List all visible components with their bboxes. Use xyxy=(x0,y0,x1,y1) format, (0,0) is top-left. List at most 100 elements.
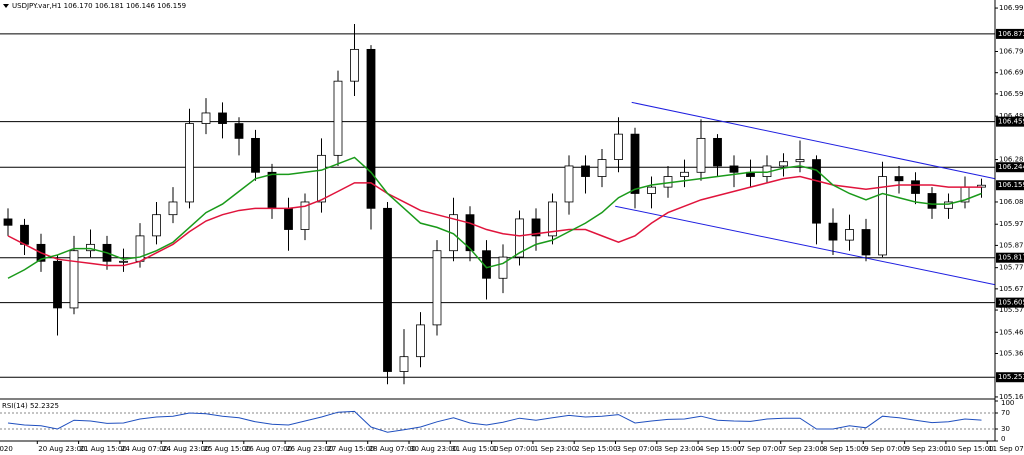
candle-body xyxy=(498,256,508,279)
y-tick-label: 105.570 xyxy=(999,306,1024,314)
x-tick-label: 8 Sep 15:00 xyxy=(823,445,865,453)
rsi-tick-label: 30 xyxy=(1001,425,1010,433)
level-label: 105.605 xyxy=(998,299,1024,307)
candle-body xyxy=(152,214,161,237)
candle-body xyxy=(812,159,821,224)
candle-body xyxy=(465,214,475,252)
level-label-box xyxy=(996,297,1024,308)
x-tick-label: 26 Aug 23:00 xyxy=(286,445,333,453)
candle-body xyxy=(350,48,359,82)
x-tick-label: 11 Sep 07:00 xyxy=(988,445,1024,453)
x-tick-label: 2 Sep 15:00 xyxy=(575,445,617,453)
x-tick-label: 9 Sep 07:00 xyxy=(864,445,906,453)
candle-body xyxy=(795,159,805,163)
y-tick-label: 106.280 xyxy=(999,156,1024,164)
candle-body xyxy=(251,137,260,173)
candle-body xyxy=(696,137,706,173)
y-tick-label: 106.485 xyxy=(999,112,1024,120)
x-tick-label: 24 Aug 07:00 xyxy=(121,445,168,453)
channel-line xyxy=(631,101,995,180)
candle-body xyxy=(284,207,293,230)
candle-body xyxy=(828,222,838,241)
candle-body xyxy=(581,165,590,177)
moving-average xyxy=(7,156,982,279)
x-tick-label: 3 Sep 07:00 xyxy=(617,445,659,453)
y-tick-label: 105.465 xyxy=(999,328,1024,336)
level-label: 105.253 xyxy=(998,373,1024,381)
x-tick-label: 1 Sep 07:00 xyxy=(493,445,535,453)
x-tick-label: 30 Aug 23:00 xyxy=(410,445,457,453)
level-label-box xyxy=(996,252,1024,263)
candle-body xyxy=(234,123,244,139)
candle-body xyxy=(614,133,623,160)
candle-body xyxy=(69,250,79,309)
candle-body xyxy=(20,224,29,245)
candle-body xyxy=(300,201,310,230)
y-tick-label: 106.690 xyxy=(999,69,1024,77)
level-label: 106.244 xyxy=(998,163,1024,171)
level-label: 105.817 xyxy=(998,254,1024,262)
candle-body xyxy=(729,165,739,173)
candle-body xyxy=(878,176,887,256)
candle-body xyxy=(713,137,722,167)
candle-body xyxy=(333,80,343,156)
candle-body xyxy=(680,171,689,177)
channel-line xyxy=(615,205,995,286)
candle-body xyxy=(894,176,904,182)
candle-body xyxy=(168,201,178,216)
candle-body xyxy=(944,201,953,209)
x-tick-label: 10 Sep 15:00 xyxy=(947,445,994,453)
x-tick-label: 4 Sep 15:00 xyxy=(699,445,741,453)
level-label-box xyxy=(996,28,1024,39)
x-tick-label: 20 Aug 23:00 xyxy=(38,445,85,453)
x-tick-label: 27 Aug 15:00 xyxy=(327,445,374,453)
candle-body xyxy=(531,218,541,237)
candle-body xyxy=(927,193,937,209)
candle-body xyxy=(201,112,211,124)
candle-body xyxy=(218,112,227,124)
chart-title: USDJPY.var,H1 106.170 106.181 106.146 10… xyxy=(12,2,186,10)
candle-body xyxy=(482,250,491,279)
candle-body xyxy=(383,207,392,372)
x-tick-label: 31 Aug 15:00 xyxy=(451,445,498,453)
x-tick-label: 9 Sep 23:00 xyxy=(906,445,948,453)
y-tick-label: 105.875 xyxy=(999,241,1024,249)
candle-body xyxy=(630,133,640,194)
candle-body xyxy=(317,154,326,203)
x-tick-label: 21 Aug 15:00 xyxy=(80,445,127,453)
candle-body xyxy=(597,159,607,177)
candle-body xyxy=(548,201,557,237)
candle-body xyxy=(515,218,524,258)
x-tick-label: 3 Sep 23:00 xyxy=(658,445,700,453)
candle-body xyxy=(86,243,95,252)
rsi-tick-label: 100 xyxy=(1001,399,1014,407)
candle-body xyxy=(861,229,871,256)
x-tick-label: 1 Sep 23:00 xyxy=(534,445,576,453)
level-label-box xyxy=(996,162,1024,173)
x-tick-label: 7 Sep 23:00 xyxy=(782,445,824,453)
y-tick-label: 106.590 xyxy=(999,90,1024,98)
candle-body xyxy=(779,161,788,167)
candle-body xyxy=(185,123,194,203)
x-tick-label: 24 Aug 23:00 xyxy=(162,445,209,453)
rsi-label: RSI(14) 52.2325 xyxy=(2,402,59,410)
candle-body xyxy=(564,165,574,203)
candle-body xyxy=(432,250,442,326)
y-tick-label: 106.995 xyxy=(999,4,1024,12)
level-label-box xyxy=(996,116,1024,127)
x-tick-label: 28 Aug 07:00 xyxy=(369,445,416,453)
y-tick-label: 106.790 xyxy=(999,47,1024,55)
current-price-box xyxy=(996,180,1024,191)
candle-body xyxy=(399,356,409,372)
candle-body xyxy=(416,324,425,358)
y-tick-label: 105.365 xyxy=(999,349,1024,357)
candle-body xyxy=(267,171,277,209)
level-label: 106.459 xyxy=(998,118,1024,126)
candle-body xyxy=(53,260,62,309)
candle-body xyxy=(119,260,128,263)
candle-body xyxy=(911,180,920,194)
y-tick-label: 105.975 xyxy=(999,220,1024,228)
